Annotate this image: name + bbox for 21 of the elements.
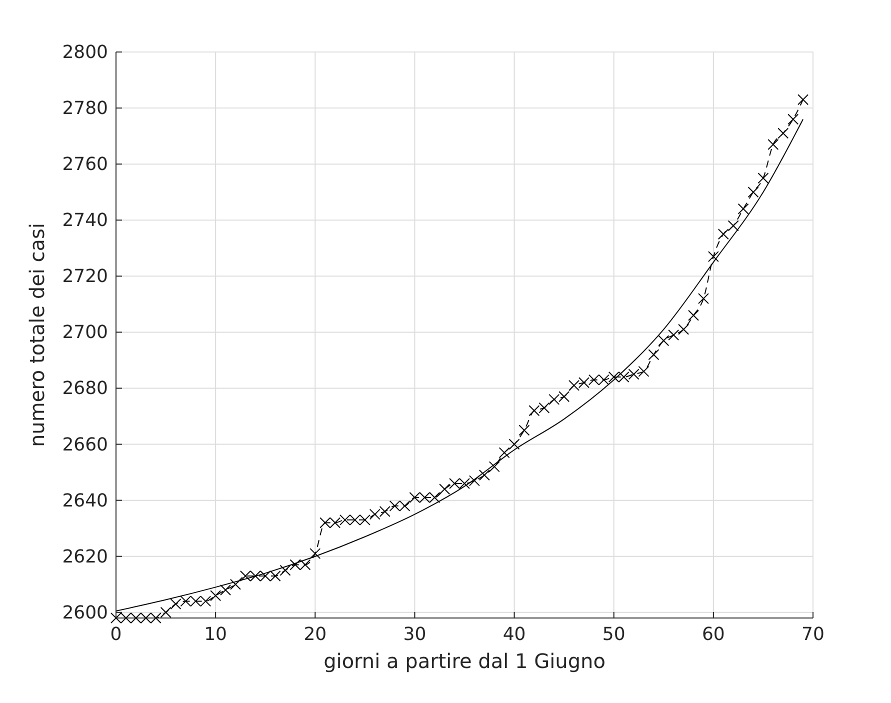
x-tick-label: 30 — [403, 624, 426, 645]
x-tick-label: 50 — [602, 624, 626, 645]
y-tick-label: 2760 — [62, 154, 108, 176]
x-tick-label: 60 — [702, 624, 725, 645]
x-tick-label: 40 — [502, 624, 526, 645]
y-tick-label: 2720 — [62, 266, 108, 288]
y-tick-label: 2680 — [62, 378, 108, 400]
x-tick-label: 70 — [802, 624, 824, 645]
x-tick-label: 10 — [204, 624, 228, 645]
y-tick-label: 2700 — [62, 322, 108, 344]
y-tick-label: 2640 — [62, 490, 108, 512]
x-tick-label: 0 — [110, 624, 122, 645]
y-tick-label: 2740 — [62, 210, 108, 232]
y-tick-label: 2800 — [62, 42, 108, 63]
x-tick-label: 20 — [304, 624, 327, 645]
y-tick-label: 2620 — [62, 546, 108, 568]
x-axis-title: giorni a partire dal 1 Giugno — [324, 649, 606, 673]
y-tick-label: 2600 — [62, 602, 108, 624]
y-tick-label: 2660 — [62, 434, 108, 456]
y-axis-title: numero totale dei casi — [25, 222, 49, 448]
y-tick-label: 2780 — [62, 98, 108, 120]
